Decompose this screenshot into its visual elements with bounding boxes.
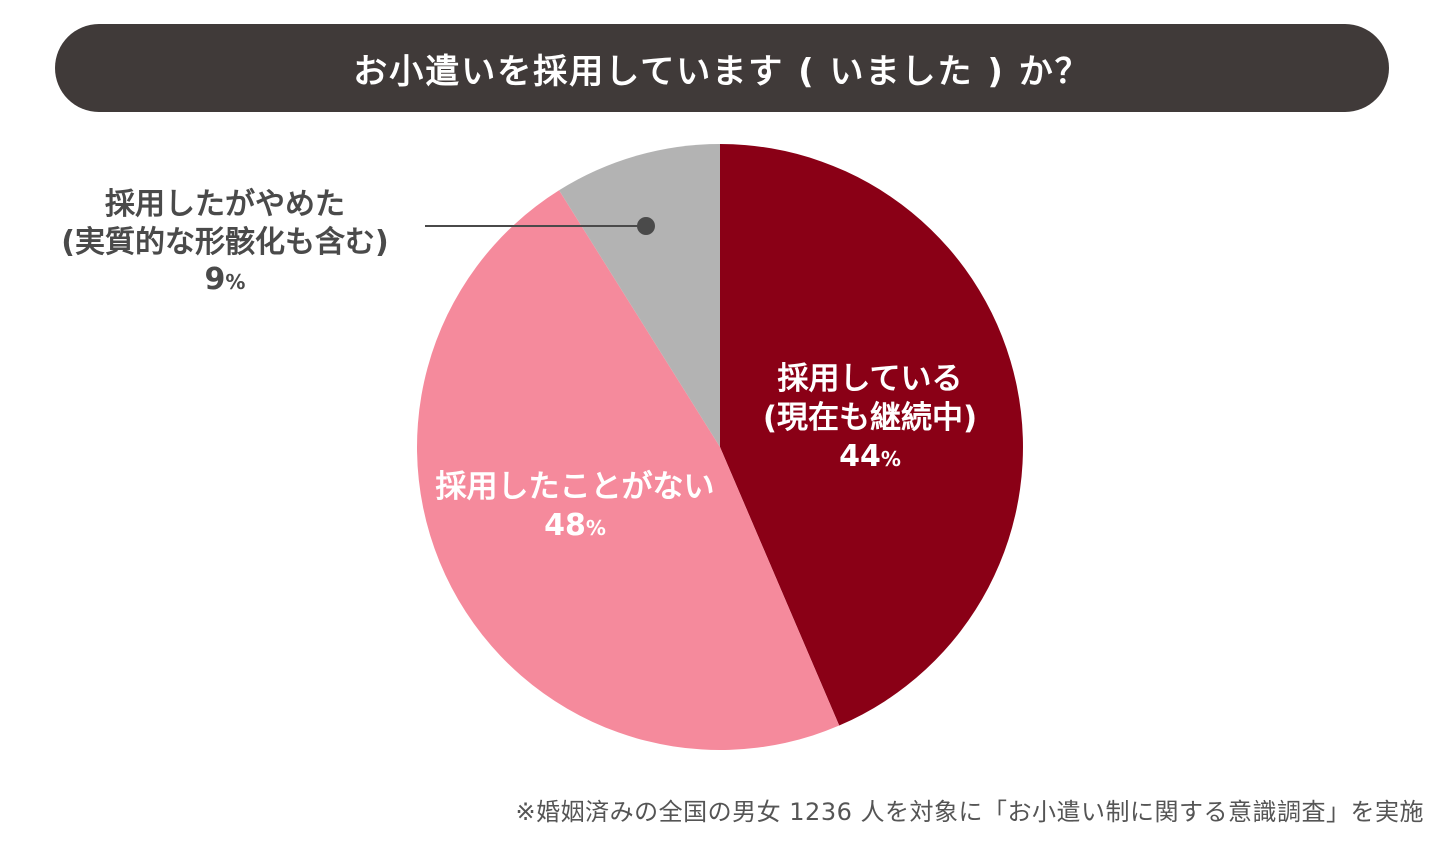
- slice-value-never: 48%: [544, 507, 606, 543]
- title-banner: お小遣いを採用しています ( いました ) か？: [55, 24, 1389, 112]
- slice-value-adopted: 44%: [839, 438, 901, 474]
- chart-title: お小遣いを採用しています ( いました ) か？: [353, 51, 1091, 92]
- footnote: ※婚姻済みの全国の男女 1236 人を対象に「お小遣い制に関する意識調査」を実施: [515, 798, 1424, 826]
- pie-slice-never: [417, 190, 840, 750]
- slice-label-never: 採用したことがない 48%: [410, 468, 740, 544]
- slice-value-quit: 9%: [204, 262, 246, 297]
- slice-label-adopted-line2: (現在も継続中): [762, 399, 978, 436]
- pie-slice-adopted: [720, 144, 1023, 726]
- slice-label-quit: 採用したがやめた (実質的な形骸化も含む) 9%: [30, 186, 420, 299]
- slice-label-adopted-line1: 採用している: [777, 361, 963, 397]
- slice-label-quit-line2: (実質的な形骸化も含む): [61, 224, 389, 260]
- leader-dot: [637, 217, 655, 235]
- slice-label-adopted: 採用している (現在も継続中) 44%: [740, 360, 1000, 475]
- slice-label-never-line1: 採用したことがない: [435, 469, 715, 505]
- pie-slices: [417, 144, 1023, 750]
- slice-label-quit-line1: 採用したがやめた: [105, 187, 345, 222]
- pie-slice-quit: [559, 144, 720, 447]
